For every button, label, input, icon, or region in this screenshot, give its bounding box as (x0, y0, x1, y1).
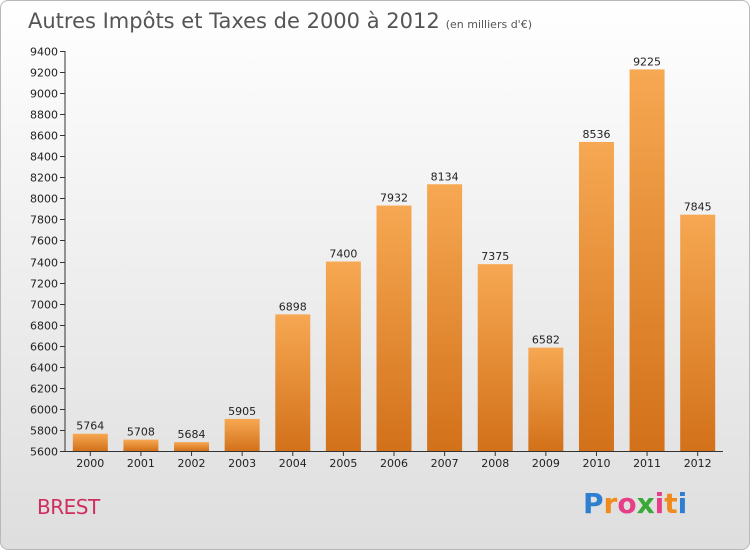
y-tick-label: 6400 (30, 362, 58, 375)
value-label-2007: 8134 (431, 170, 459, 183)
x-tick-label: 2011 (633, 457, 661, 470)
x-tick-label: 2008 (481, 457, 509, 470)
value-label-2011: 9225 (633, 55, 661, 68)
y-tick-label: 8400 (30, 151, 58, 164)
bar-2001 (123, 439, 159, 451)
x-tick-label: 2007 (431, 457, 459, 470)
bar-2006 (376, 205, 412, 451)
x-tick-label: 2010 (582, 457, 610, 470)
y-tick-label: 9000 (30, 88, 58, 101)
y-tick-label: 6800 (30, 320, 58, 333)
y-tick-label: 6600 (30, 341, 58, 354)
y-tick-label: 7400 (30, 257, 58, 270)
bar-2004 (275, 314, 311, 451)
logo-letter: P (583, 487, 604, 520)
x-axis: 2000 2001 2002 2003 2004 2005 2006 2007 2008 2009… (65, 451, 723, 470)
y-tick-label: 6000 (30, 404, 58, 417)
value-label-2008: 7375 (481, 250, 509, 263)
x-tick-label: 2003 (228, 457, 256, 470)
logo-letter: x (636, 487, 655, 520)
bar-2008 (477, 264, 513, 451)
x-tick-label: 2012 (684, 457, 712, 470)
y-tick-label: 5600 (30, 446, 58, 459)
bar-2003 (224, 418, 260, 451)
value-label-2010: 8536 (582, 128, 610, 141)
y-tick-label: 9200 (30, 67, 58, 80)
x-tick-label: 2009 (532, 457, 560, 470)
y-tick-label: 5800 (30, 425, 58, 438)
x-tick-label: 2004 (279, 457, 307, 470)
logo-letter: o (617, 487, 637, 520)
bar-2012 (680, 214, 716, 451)
x-tick-label: 2001 (127, 457, 155, 470)
y-tick-label: 7800 (30, 214, 58, 227)
y-tick-label: 8600 (30, 130, 58, 143)
logo-letter: i (677, 487, 688, 520)
y-tick-label: 8200 (30, 172, 58, 185)
value-label-2006: 7932 (380, 192, 408, 205)
value-label-2012: 7845 (684, 201, 712, 214)
y-tick-label: 8800 (30, 109, 58, 122)
proxiti-logo[interactable]: Proxiti (583, 487, 687, 520)
value-label-2003: 5905 (228, 405, 256, 418)
y-tick-label: 9400 (30, 46, 58, 59)
y-tick-label: 8000 (30, 193, 58, 206)
y-axis: 5600 5800 6000 6200 6400 6600 6800 7000 7200 7400… (30, 46, 66, 459)
y-tick-label: 7000 (30, 299, 58, 312)
logo-letter: r (603, 487, 618, 520)
bar-2011 (629, 69, 665, 451)
y-tick-label: 7200 (30, 278, 58, 291)
value-label-2004: 6898 (279, 300, 307, 313)
bar-2009 (528, 347, 564, 451)
logo-letter: i (654, 487, 665, 520)
x-tick-label: 2002 (178, 457, 206, 470)
x-tick-label: 2005 (329, 457, 357, 470)
chart-unit: (en milliers d'€) (445, 18, 532, 31)
bar-2005 (325, 261, 361, 451)
value-label-2001: 5708 (127, 426, 155, 439)
bar-2000 (72, 433, 108, 451)
value-label-2005: 7400 (329, 248, 357, 261)
value-label-2000: 5764 (76, 420, 104, 433)
value-label-2009: 6582 (532, 334, 560, 347)
y-tick-label: 6200 (30, 383, 58, 396)
bars (72, 69, 716, 451)
bar-2002 (174, 442, 210, 451)
x-tick-label: 2006 (380, 457, 408, 470)
value-labels: 5764 5708 5684 5905 6898 7400 7932 8134 7375 6582… (76, 55, 711, 441)
chart-title-text: Autres Impôts et Taxes de 2000 à 2012 (28, 9, 440, 33)
bar-2007 (427, 184, 463, 451)
y-tick-label: 7600 (30, 235, 58, 248)
bar-2010 (578, 141, 614, 451)
city-name: BREST (37, 495, 100, 519)
chart-title: Autres Impôts et Taxes de 2000 à 2012 (en… (28, 9, 532, 33)
x-tick-label: 2000 (76, 457, 104, 470)
value-label-2002: 5684 (178, 428, 206, 441)
logo-letter: t (664, 487, 678, 520)
